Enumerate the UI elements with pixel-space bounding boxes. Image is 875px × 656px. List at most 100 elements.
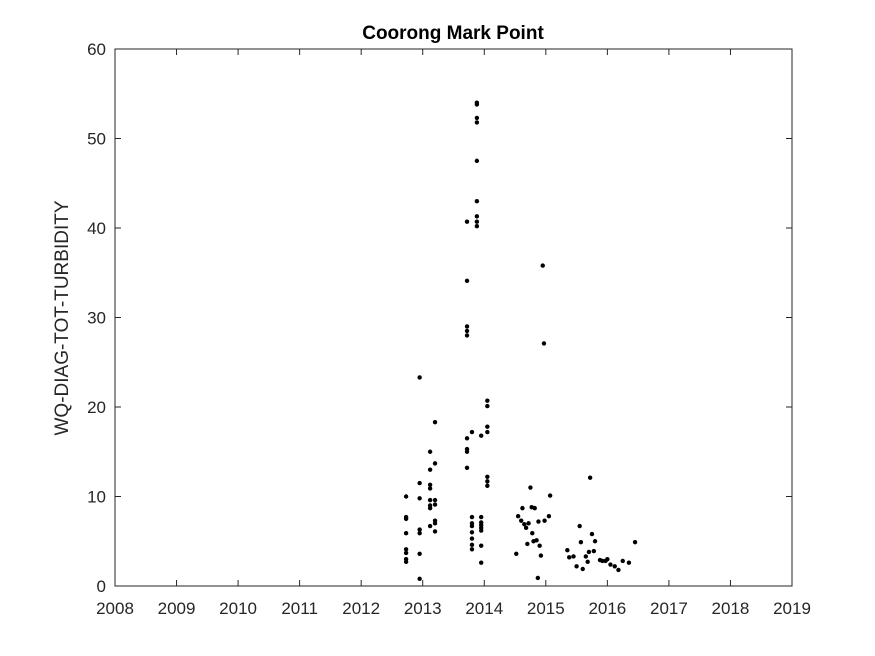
data-point bbox=[526, 521, 531, 526]
data-point bbox=[592, 539, 598, 544]
x-tick-label: 2011 bbox=[281, 599, 318, 618]
data-points bbox=[403, 100, 638, 582]
data-point bbox=[478, 543, 484, 548]
data-point bbox=[485, 483, 490, 488]
data-point bbox=[403, 516, 409, 522]
data-point bbox=[432, 497, 438, 503]
x-axis: 2008 2009 2010 2011 2012 2013 2014 2015 2016 2017… bbox=[96, 49, 811, 618]
data-point bbox=[427, 482, 433, 488]
data-point bbox=[632, 539, 638, 545]
data-point bbox=[432, 461, 438, 466]
data-point bbox=[469, 536, 475, 541]
data-point bbox=[528, 485, 533, 490]
data-point bbox=[417, 480, 422, 486]
data-point bbox=[464, 333, 470, 338]
data-point bbox=[417, 375, 422, 380]
x-tick-label: 2019 bbox=[773, 599, 811, 618]
x-tick-label: 2010 bbox=[219, 599, 257, 618]
data-point bbox=[541, 341, 547, 346]
data-point bbox=[478, 560, 484, 565]
data-point bbox=[577, 523, 582, 529]
data-point bbox=[608, 562, 613, 567]
data-point bbox=[478, 528, 484, 533]
y-tick-label: 20 bbox=[87, 398, 106, 417]
data-point bbox=[567, 555, 572, 560]
data-point bbox=[515, 513, 521, 519]
x-tick-label: 2015 bbox=[527, 599, 565, 618]
data-point bbox=[464, 219, 470, 224]
data-point bbox=[546, 513, 552, 519]
data-point bbox=[478, 433, 484, 438]
data-point bbox=[547, 493, 553, 498]
data-point bbox=[600, 558, 605, 564]
data-point bbox=[469, 523, 475, 529]
data-point bbox=[464, 278, 470, 284]
data-point bbox=[469, 514, 475, 520]
x-tick-label: 2018 bbox=[712, 599, 750, 618]
y-tick-label: 50 bbox=[87, 130, 106, 149]
data-point bbox=[565, 548, 570, 553]
data-point bbox=[427, 497, 433, 503]
data-point bbox=[474, 219, 480, 224]
data-point bbox=[474, 224, 480, 229]
data-point bbox=[403, 547, 409, 552]
y-tick-label: 40 bbox=[87, 219, 106, 238]
data-point bbox=[525, 541, 530, 547]
data-point bbox=[469, 530, 475, 535]
data-point bbox=[469, 429, 475, 435]
data-point bbox=[531, 539, 536, 544]
data-point bbox=[574, 564, 579, 569]
data-point bbox=[591, 548, 597, 554]
data-point bbox=[474, 158, 480, 164]
data-point bbox=[620, 558, 625, 564]
data-point bbox=[571, 554, 576, 559]
y-tick-label: 30 bbox=[87, 309, 106, 328]
x-tick-label: 2014 bbox=[465, 599, 503, 618]
data-point bbox=[403, 559, 409, 565]
data-point bbox=[589, 531, 595, 537]
data-point bbox=[474, 102, 480, 107]
data-point bbox=[403, 530, 409, 536]
data-point bbox=[485, 403, 490, 409]
data-point bbox=[474, 115, 480, 121]
data-point bbox=[519, 518, 524, 523]
data-point bbox=[403, 494, 409, 499]
data-point bbox=[612, 564, 617, 569]
x-tick-label: 2013 bbox=[404, 599, 442, 618]
y-axis: 0 10 20 30 40 50 60 bbox=[87, 40, 792, 596]
data-point bbox=[537, 543, 542, 548]
data-point bbox=[523, 525, 529, 531]
data-point bbox=[417, 551, 422, 556]
x-tick-label: 2012 bbox=[342, 599, 380, 618]
data-point bbox=[478, 514, 484, 520]
data-point bbox=[520, 505, 525, 511]
data-point bbox=[532, 505, 537, 511]
data-point bbox=[417, 530, 422, 536]
data-point bbox=[542, 518, 547, 523]
data-point bbox=[417, 576, 422, 582]
data-point bbox=[474, 198, 480, 204]
data-point bbox=[427, 449, 433, 454]
y-tick-label: 60 bbox=[87, 40, 106, 59]
data-point bbox=[530, 530, 535, 536]
x-tick-label: 2017 bbox=[650, 599, 688, 618]
data-point bbox=[616, 567, 621, 573]
data-point bbox=[514, 551, 519, 556]
x-tick-label: 2009 bbox=[158, 599, 196, 618]
y-tick-label: 10 bbox=[87, 488, 106, 507]
data-point bbox=[485, 424, 490, 429]
data-point bbox=[432, 529, 438, 534]
data-point bbox=[536, 519, 541, 524]
data-point bbox=[474, 214, 480, 219]
data-point bbox=[474, 120, 480, 125]
data-point bbox=[432, 521, 438, 526]
data-point bbox=[538, 553, 544, 558]
y-tick-label: 0 bbox=[97, 577, 106, 596]
data-point bbox=[586, 549, 592, 555]
data-point bbox=[469, 542, 475, 548]
data-point bbox=[464, 436, 470, 441]
data-point bbox=[427, 523, 433, 529]
data-point bbox=[464, 328, 470, 334]
